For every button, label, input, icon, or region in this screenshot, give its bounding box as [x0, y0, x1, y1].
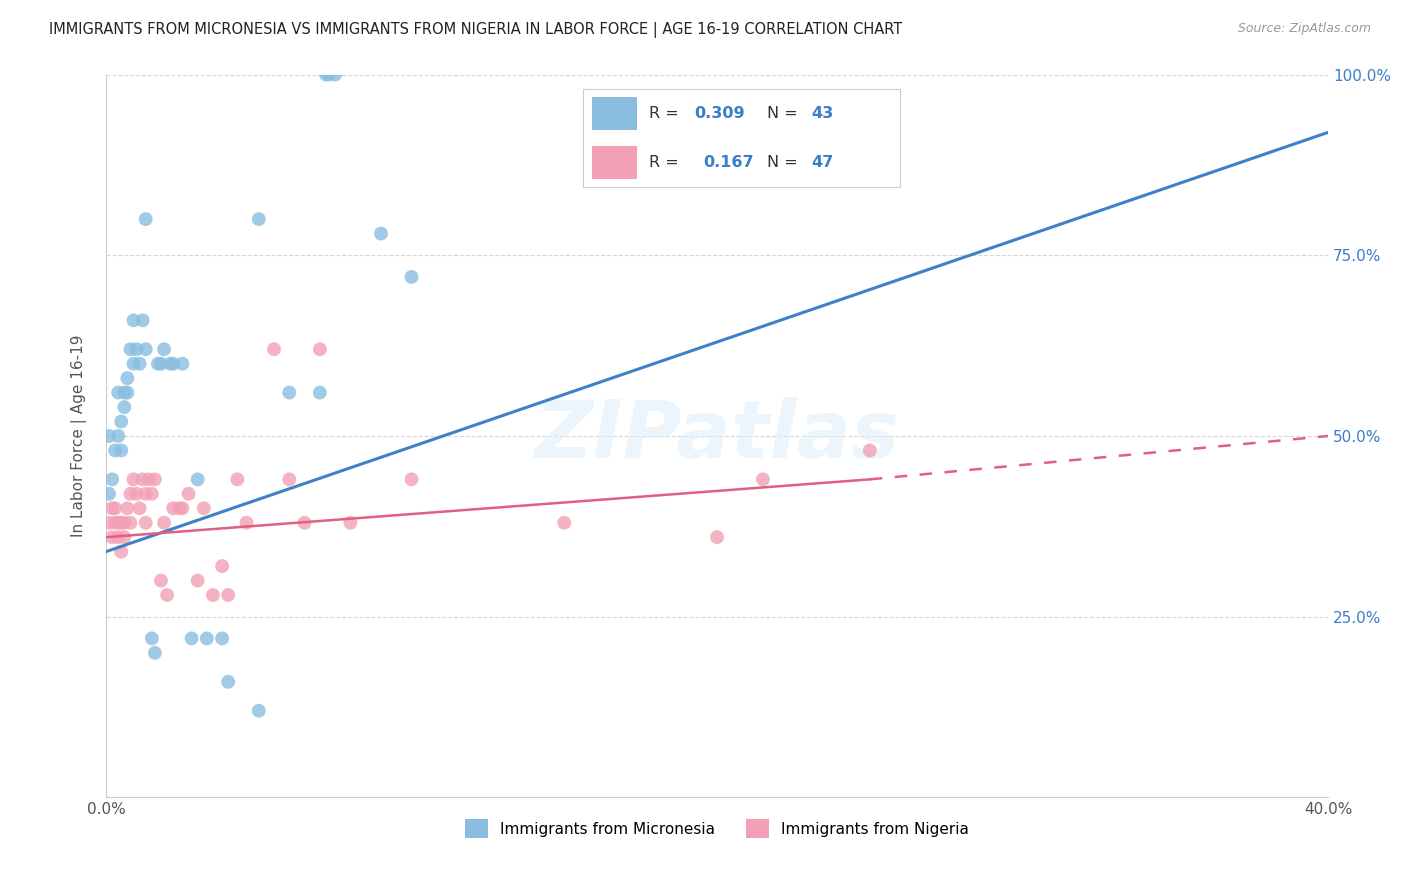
- Point: [162, 357, 184, 371]
- Point: [401, 472, 423, 486]
- Point: [247, 212, 270, 227]
- Point: [143, 646, 166, 660]
- Point: [193, 501, 215, 516]
- Point: [177, 487, 200, 501]
- Point: [138, 472, 160, 486]
- Point: [309, 385, 332, 400]
- Point: [110, 516, 132, 530]
- Point: [235, 516, 257, 530]
- Point: [107, 516, 129, 530]
- Point: [131, 313, 153, 327]
- Point: [110, 415, 132, 429]
- Point: [120, 516, 142, 530]
- Point: [180, 632, 202, 646]
- Point: [323, 68, 346, 82]
- Point: [217, 588, 239, 602]
- Point: [211, 559, 233, 574]
- Point: [339, 516, 361, 530]
- Point: [112, 530, 135, 544]
- Point: [122, 357, 145, 371]
- Point: [247, 704, 270, 718]
- Point: [278, 472, 301, 486]
- Point: [112, 516, 135, 530]
- Text: IMMIGRANTS FROM MICRONESIA VS IMMIGRANTS FROM NIGERIA IN LABOR FORCE | AGE 16-19: IMMIGRANTS FROM MICRONESIA VS IMMIGRANTS…: [49, 22, 903, 38]
- Point: [101, 501, 124, 516]
- Point: [141, 487, 163, 501]
- Point: [187, 574, 209, 588]
- Text: ZIPatlas: ZIPatlas: [534, 397, 900, 475]
- Point: [125, 487, 148, 501]
- Point: [201, 588, 224, 602]
- Point: [401, 269, 423, 284]
- Point: [104, 443, 127, 458]
- Point: [318, 68, 340, 82]
- Point: [226, 472, 249, 486]
- Point: [117, 385, 139, 400]
- Point: [110, 544, 132, 558]
- Point: [172, 501, 194, 516]
- Point: [135, 487, 157, 501]
- Point: [135, 212, 157, 227]
- Point: [217, 674, 239, 689]
- Point: [131, 472, 153, 486]
- Point: [315, 68, 337, 82]
- Point: [128, 357, 150, 371]
- Y-axis label: In Labor Force | Age 16-19: In Labor Force | Age 16-19: [72, 334, 87, 537]
- Point: [149, 357, 172, 371]
- Point: [153, 343, 176, 357]
- Point: [98, 429, 121, 443]
- Point: [141, 632, 163, 646]
- Point: [104, 501, 127, 516]
- Point: [128, 501, 150, 516]
- Point: [117, 501, 139, 516]
- Point: [187, 472, 209, 486]
- Legend: Immigrants from Micronesia, Immigrants from Nigeria: Immigrants from Micronesia, Immigrants f…: [460, 814, 974, 844]
- Point: [162, 501, 184, 516]
- Point: [117, 371, 139, 385]
- Point: [553, 516, 575, 530]
- Point: [122, 472, 145, 486]
- Point: [143, 472, 166, 486]
- Point: [149, 574, 172, 588]
- Point: [153, 516, 176, 530]
- Point: [104, 516, 127, 530]
- Point: [752, 472, 775, 486]
- Point: [370, 227, 392, 241]
- Point: [169, 501, 191, 516]
- Point: [135, 516, 157, 530]
- Point: [110, 443, 132, 458]
- Point: [120, 487, 142, 501]
- Point: [706, 530, 728, 544]
- Point: [146, 357, 169, 371]
- Point: [159, 357, 181, 371]
- Point: [112, 400, 135, 414]
- Point: [107, 530, 129, 544]
- Point: [125, 343, 148, 357]
- Point: [859, 443, 882, 458]
- Point: [172, 357, 194, 371]
- Point: [101, 472, 124, 486]
- Point: [101, 530, 124, 544]
- Point: [263, 343, 285, 357]
- Point: [195, 632, 218, 646]
- Point: [120, 343, 142, 357]
- Point: [211, 632, 233, 646]
- Point: [309, 343, 332, 357]
- Point: [98, 516, 121, 530]
- Point: [156, 588, 179, 602]
- Point: [122, 313, 145, 327]
- Point: [98, 487, 121, 501]
- Text: Source: ZipAtlas.com: Source: ZipAtlas.com: [1237, 22, 1371, 36]
- Point: [766, 169, 789, 183]
- Point: [135, 343, 157, 357]
- Point: [294, 516, 316, 530]
- Point: [278, 385, 301, 400]
- Point: [112, 385, 135, 400]
- Point: [107, 385, 129, 400]
- Point: [107, 429, 129, 443]
